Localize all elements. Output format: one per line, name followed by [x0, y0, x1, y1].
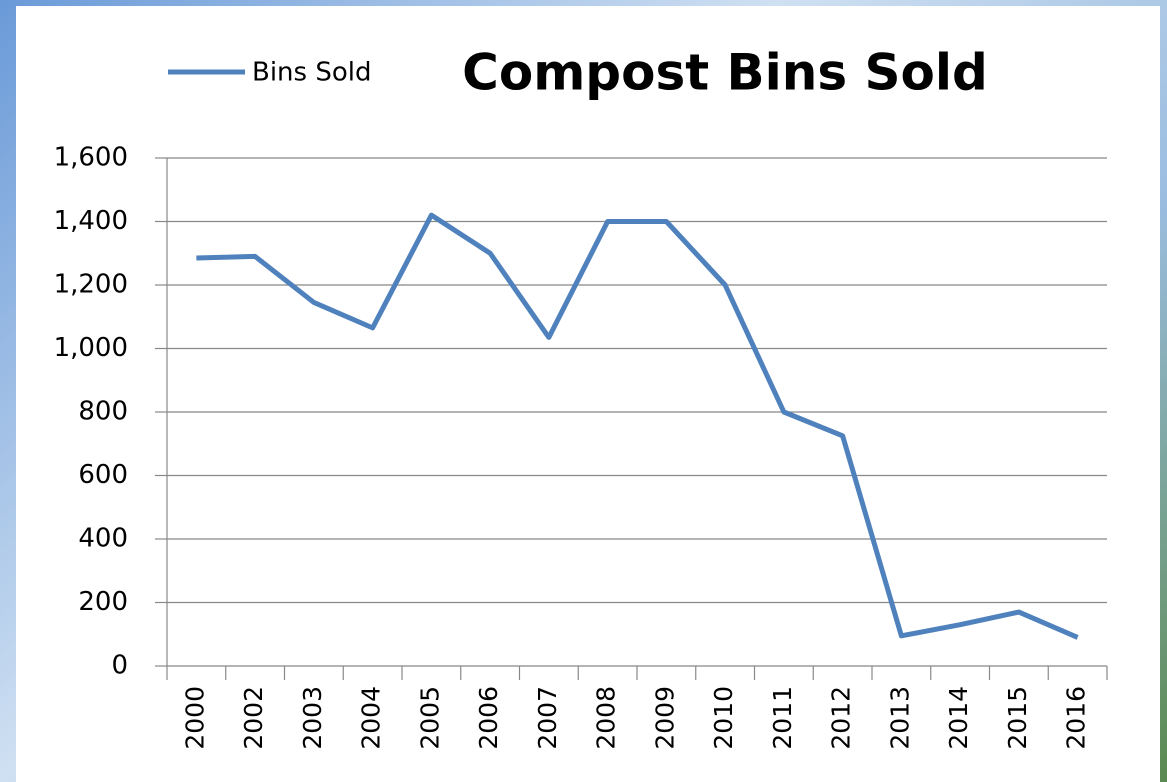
x-tick-label: 2009: [650, 686, 679, 750]
x-tick-label: 2007: [533, 686, 562, 750]
x-tick-label: 2011: [768, 686, 797, 750]
x-tick-label: 2004: [357, 686, 386, 750]
chart-background: [16, 6, 1160, 782]
y-tick-label: 1,200: [54, 270, 128, 300]
y-tick-label: 600: [78, 460, 128, 490]
y-tick-label: 800: [78, 397, 128, 427]
x-tick-label: 2015: [1003, 686, 1032, 750]
x-tick-label: 2013: [885, 686, 914, 750]
x-tick-label: 2006: [474, 686, 503, 750]
x-tick-label: 2010: [709, 686, 738, 750]
y-tick-label: 200: [78, 587, 128, 617]
x-tick-label: 2003: [298, 686, 327, 750]
y-tick-label: 1,000: [54, 333, 128, 363]
y-tick-label: 1,600: [54, 143, 128, 173]
x-tick-label: 2008: [592, 686, 621, 750]
x-tick-label: 2016: [1062, 686, 1091, 750]
y-tick-label: 400: [78, 524, 128, 554]
x-tick-label: 2005: [415, 686, 444, 750]
x-tick-label: 2012: [827, 686, 856, 750]
data-line: [196, 212, 1079, 640]
legend-label: Bins Sold: [252, 58, 372, 88]
y-tick-label: 0: [111, 651, 128, 681]
chart-title: Compost Bins Sold: [462, 44, 988, 102]
x-tick-label: 2014: [944, 686, 973, 750]
x-tick-label: 2000: [180, 686, 209, 750]
x-tick-label: 2002: [239, 686, 268, 750]
y-tick-label: 1,400: [54, 206, 128, 236]
